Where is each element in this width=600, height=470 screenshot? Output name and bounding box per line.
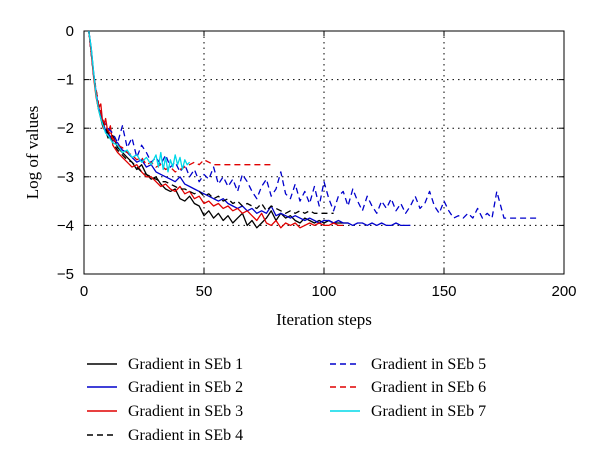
y-tick-label: 0: [66, 23, 74, 40]
y-tick-label: −2: [57, 120, 74, 137]
y-axis-label: Log of values: [23, 106, 42, 199]
legend-label-2: Gradient in SEb 2: [128, 379, 243, 396]
legend-label-5: Gradient in SEb 5: [371, 356, 486, 373]
x-tick-label: 200: [551, 283, 576, 300]
series-line-1: [88, 30, 348, 229]
series-line-3: [88, 30, 344, 229]
legend-label-6: Gradient in SEb 6: [371, 379, 486, 396]
series-line-4: [88, 30, 334, 214]
y-tick-labels: 0 −1 −2 −3 −4 −5: [57, 23, 74, 283]
x-tick-labels: 0 50 100 150 200: [80, 283, 577, 300]
legend-label-7: Gradient in SEb 7: [371, 403, 486, 420]
series-line-7: [88, 30, 191, 173]
x-tick-label: 100: [311, 283, 336, 300]
series-lines: [88, 30, 540, 229]
y-tick-label: −3: [57, 169, 74, 186]
axis-ticks: [83, 30, 565, 275]
x-axis-label: Iteration steps: [276, 310, 372, 329]
legend-label-3: Gradient in SEb 3: [128, 403, 243, 420]
series-line-6: [88, 30, 272, 173]
y-tick-label: −1: [57, 72, 74, 89]
legend-label-4: Gradient in SEb 4: [128, 427, 243, 444]
x-tick-label: 50: [196, 283, 213, 300]
legend: Gradient in SEb 1 Gradient in SEb 2 Gradie…: [87, 356, 486, 444]
series-line-5: [88, 30, 540, 219]
legend-label-1: Gradient in SEb 1: [128, 356, 243, 373]
x-tick-label: 150: [431, 283, 456, 300]
y-tick-label: −4: [57, 217, 74, 234]
x-tick-label: 0: [80, 283, 88, 300]
y-tick-label: −5: [57, 266, 74, 283]
grid-lines: [84, 31, 564, 274]
